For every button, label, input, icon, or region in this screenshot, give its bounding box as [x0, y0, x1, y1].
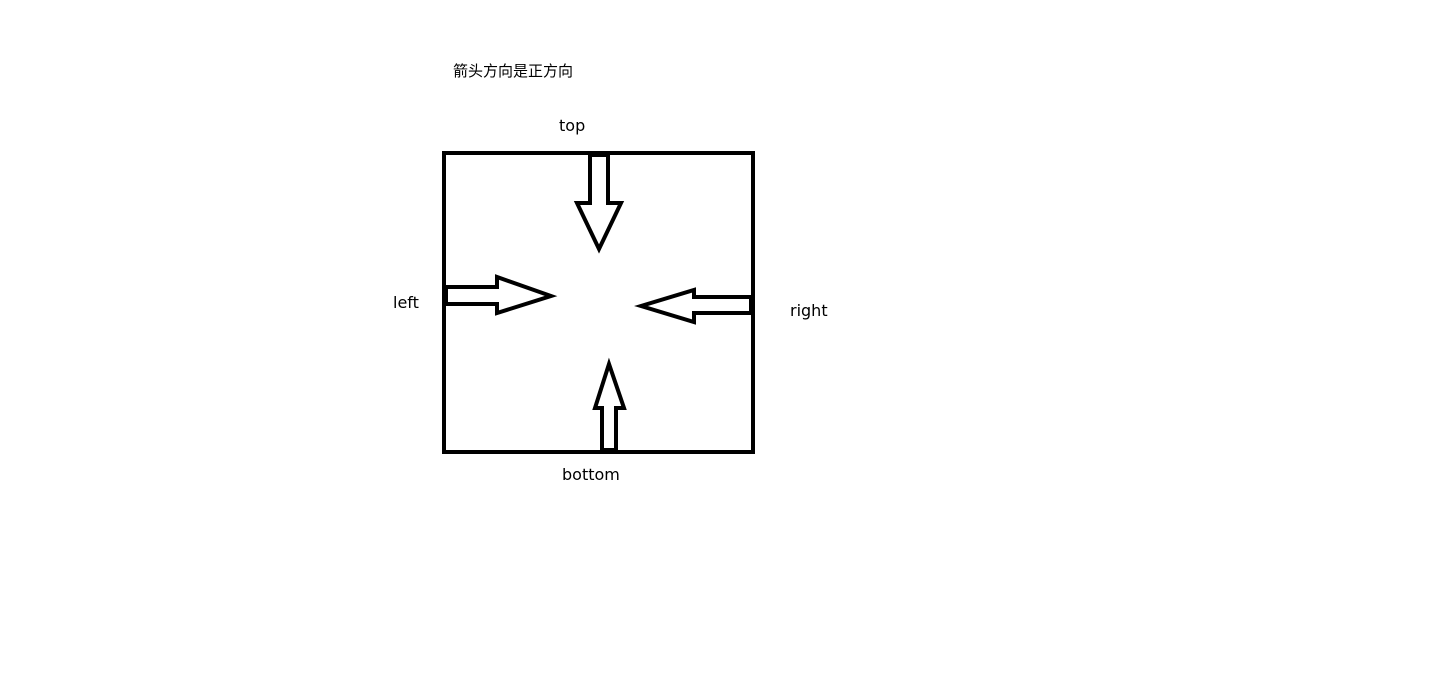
bottom-label: bottom: [562, 465, 620, 484]
top-arrow: [573, 153, 625, 254]
diagram-title: 箭头方向是正方向: [453, 62, 574, 80]
left-label: left: [393, 293, 419, 312]
bottom-arrow: [592, 357, 627, 452]
right-label: right: [790, 301, 828, 320]
left-arrow: [444, 274, 558, 316]
right-arrow: [634, 287, 753, 325]
top-label: top: [559, 116, 586, 135]
